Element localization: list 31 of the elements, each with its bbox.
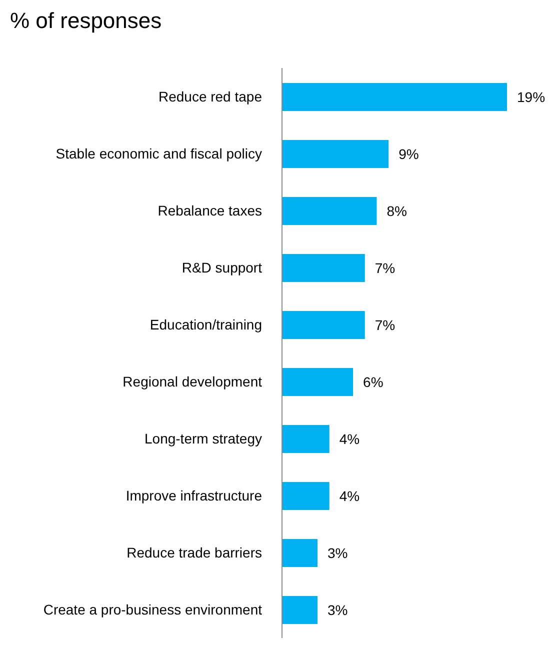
y-tick-label: Regional development (122, 373, 262, 390)
bar (282, 425, 330, 453)
y-tick-label: Rebalance taxes (158, 202, 262, 218)
bar (282, 83, 507, 111)
y-tick-label: Education/training (150, 316, 262, 332)
data-label: 9% (398, 146, 419, 162)
bar (282, 197, 377, 225)
y-tick-label: Create a pro-business environment (43, 601, 262, 618)
bar (282, 482, 330, 510)
bar (282, 254, 365, 282)
data-label: 8% (386, 203, 407, 219)
data-label: 4% (339, 488, 360, 504)
bar (282, 539, 318, 567)
y-tick-label: Reduce trade barriers (126, 544, 262, 560)
bar (282, 140, 389, 168)
y-tick-label: R&D support (182, 259, 262, 276)
data-label: 3% (328, 545, 348, 561)
bar (282, 596, 318, 624)
y-tick-label: Long-term strategy (144, 430, 262, 446)
y-tick-label: Reduce red tape (158, 88, 262, 104)
data-label: 3% (328, 602, 348, 618)
data-label: 7% (374, 317, 396, 333)
y-tick-label: Improve infrastructure (126, 487, 262, 504)
data-label: 19% (517, 89, 546, 105)
data-label: 4% (339, 431, 360, 447)
y-tick-label: Stable economic and fiscal policy (56, 145, 262, 162)
data-label: 7% (374, 260, 396, 276)
data-label: 6% (363, 374, 384, 390)
text: % of responses (9, 8, 163, 35)
bar (282, 368, 354, 396)
bar (282, 311, 365, 339)
